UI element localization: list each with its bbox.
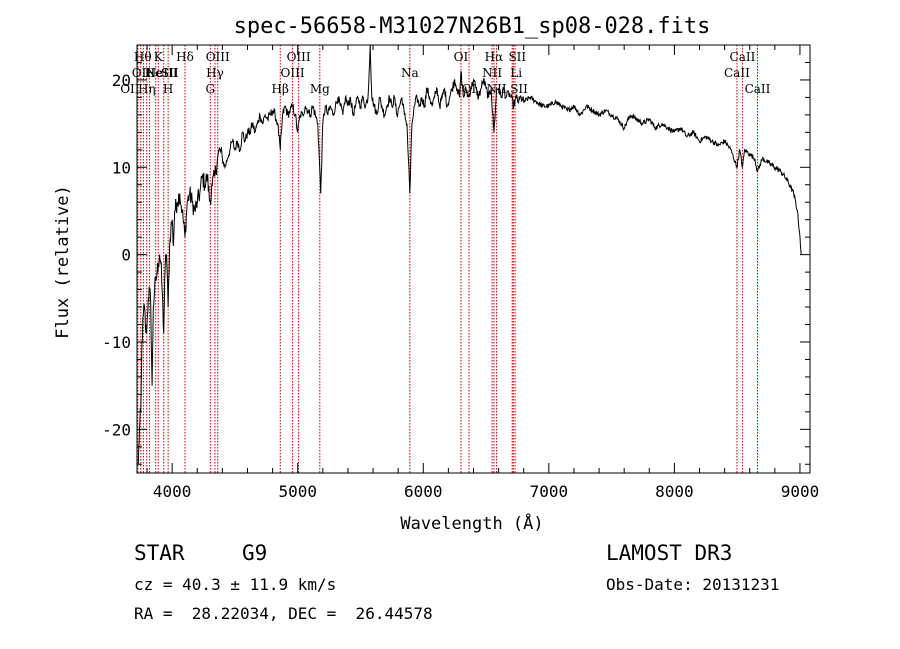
redshift-cz: cz = 40.3 ± 11.9 km/s bbox=[134, 575, 337, 594]
line-label: NeIII bbox=[146, 66, 178, 80]
line-label: He bbox=[145, 66, 163, 80]
line-label: SII bbox=[508, 50, 526, 64]
line-label: OII bbox=[120, 82, 140, 96]
line-label: Na bbox=[401, 66, 419, 80]
line-markers bbox=[137, 45, 759, 473]
line-label: OIII bbox=[287, 50, 311, 64]
line-label: OI bbox=[462, 82, 477, 96]
line-label: OI bbox=[454, 50, 469, 64]
line-label: Hδ bbox=[176, 50, 194, 64]
x-tick-label: 6000 bbox=[404, 482, 443, 501]
line-label: SII bbox=[510, 82, 528, 96]
x-tick-label: 4000 bbox=[153, 482, 192, 501]
spectrum-line bbox=[137, 44, 802, 465]
line-label: Li bbox=[510, 66, 522, 80]
y-tick-label: -10 bbox=[102, 333, 131, 352]
y-tick-label: 0 bbox=[121, 246, 131, 265]
survey-name: LAMOST DR3 bbox=[606, 541, 733, 565]
y-axis-label: Flux (relative) bbox=[53, 185, 73, 339]
line-label: OII bbox=[132, 66, 152, 80]
observation-date: Obs-Date: 20131231 bbox=[606, 575, 780, 594]
line-label: Hα bbox=[485, 50, 504, 64]
object-class: STAR bbox=[134, 541, 185, 565]
object-subclass: G9 bbox=[242, 541, 268, 565]
chart-title: spec-56658-M31027N26B1_sp08-028.fits bbox=[234, 14, 711, 39]
line-label: CaII bbox=[724, 66, 750, 80]
axes bbox=[136, 44, 811, 474]
y-tick-label: -20 bbox=[102, 420, 131, 439]
line-label: G bbox=[206, 82, 216, 96]
line-label: NII bbox=[487, 82, 507, 96]
x-tick-label: 9000 bbox=[781, 482, 820, 501]
line-labels: OIIHθOIIHηHeNeIIIKSIIHHδGHγOIIIHβOIIIOII… bbox=[120, 50, 770, 96]
line-label: K bbox=[154, 50, 164, 64]
ticks: 4000 5000 6000 7000 8000 9000 -20 -10 0 10 20 bbox=[102, 44, 820, 501]
line-label: NII bbox=[482, 66, 502, 80]
x-tick-label: 5000 bbox=[278, 482, 317, 501]
line-label: Hη bbox=[138, 82, 156, 96]
line-label: Hβ bbox=[272, 82, 289, 96]
x-axis-label: Wavelength (Å) bbox=[400, 512, 543, 534]
line-label: SII bbox=[161, 66, 179, 80]
line-label: OIII bbox=[206, 50, 230, 64]
x-tick-label: 8000 bbox=[655, 482, 694, 501]
line-label: OIII bbox=[281, 66, 305, 80]
x-tick-label: 7000 bbox=[530, 482, 569, 501]
line-label: Hγ bbox=[206, 66, 224, 80]
line-label: CaII bbox=[730, 50, 756, 64]
y-tick-label: 10 bbox=[112, 158, 131, 177]
line-label: H bbox=[163, 82, 173, 96]
ra-dec: RA = 28.22034, DEC = 26.44578 bbox=[134, 604, 433, 623]
plot-frame bbox=[136, 44, 811, 474]
y-tick-label: 20 bbox=[112, 71, 131, 90]
line-label: Hθ bbox=[134, 50, 152, 64]
line-label: CaII bbox=[745, 82, 771, 96]
line-label: Mg bbox=[310, 82, 330, 96]
